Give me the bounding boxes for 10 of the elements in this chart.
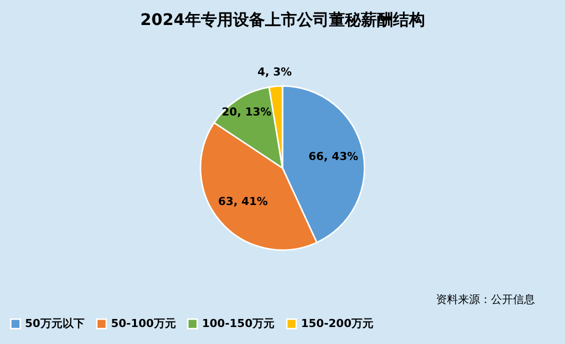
chart-title: 2024年专用设备上市公司董秘薪酬结构 [140,10,425,29]
data-label: 4, 3% [257,65,292,78]
data-label: 20, 13% [222,106,272,119]
data-label: 63, 41% [218,194,268,208]
legend-label: 150-200万元 [301,316,374,330]
text: 资料来源：公开信息 [436,293,535,306]
legend-label: 50万元以下 [25,316,84,330]
data-label: 66, 43% [308,150,358,163]
legend-label: 50-100万元 [111,316,176,330]
legend-label: 100-150万元 [202,316,274,330]
